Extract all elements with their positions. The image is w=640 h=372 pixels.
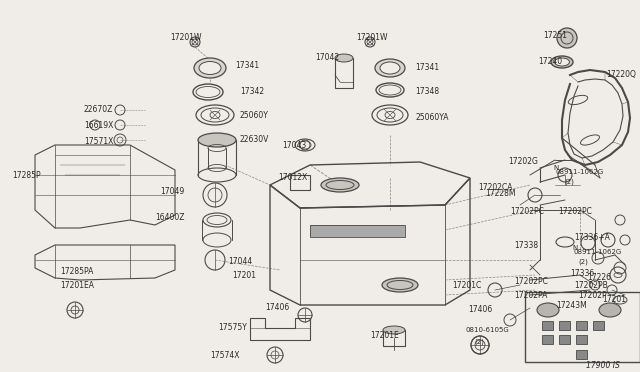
Text: (2): (2) [578,259,588,265]
Text: 17202CA: 17202CA [478,183,513,192]
Ellipse shape [321,178,359,192]
Text: 17202PC: 17202PC [558,208,592,217]
Text: 17201W: 17201W [170,33,202,42]
Text: 16619X: 16619X [84,122,113,131]
Text: 25060YA: 25060YA [415,113,449,122]
Text: 17571X: 17571X [84,138,113,147]
Text: 17201W: 17201W [356,33,387,42]
Text: 22630V: 22630V [240,135,269,144]
Ellipse shape [199,61,221,74]
Text: 17406: 17406 [265,304,289,312]
Bar [310,225,405,237]
Text: 17406: 17406 [468,305,492,314]
Text: 08911-1062G: 08911-1062G [574,249,622,255]
Bar [576,350,587,359]
Bar [542,335,553,344]
Text: 17012X: 17012X [278,173,307,183]
Text: (2): (2) [474,339,484,345]
Ellipse shape [599,303,621,317]
Text: 17341: 17341 [415,64,439,73]
Text: 17042: 17042 [315,54,339,62]
Ellipse shape [335,54,353,62]
Text: 17201EA: 17201EA [60,280,94,289]
Text: 17044: 17044 [228,257,252,266]
Bar [383,330,405,346]
Text: 17202PC: 17202PC [514,278,548,286]
Text: 17202PC: 17202PC [510,208,544,217]
Text: 17201: 17201 [602,295,626,305]
Bar [310,225,405,237]
Text: 17202PA: 17202PA [514,292,547,301]
Text: 17049: 17049 [160,187,184,196]
Ellipse shape [380,62,400,74]
Text: 08911-1062G: 08911-1062G [556,169,604,175]
Text: 17201C: 17201C [452,280,481,289]
Text: 16400Z: 16400Z [155,214,184,222]
Text: 17251: 17251 [543,31,567,39]
Ellipse shape [198,133,236,147]
Text: 17338: 17338 [514,241,538,250]
Bar [593,321,604,330]
Text: 17285PA: 17285PA [60,267,93,276]
Text: 17202P: 17202P [578,292,607,301]
Text: 17341: 17341 [235,61,259,70]
Text: 17240: 17240 [538,58,562,67]
Text: 17336: 17336 [570,269,595,278]
Text: N: N [572,245,577,251]
Ellipse shape [383,326,405,334]
Text: (2): (2) [564,179,574,185]
Text: 17348: 17348 [415,87,439,96]
Text: 17342: 17342 [240,87,264,96]
Ellipse shape [382,278,418,292]
Bar [290,175,310,190]
Circle shape [557,28,577,48]
Bar [576,321,587,330]
Bar [335,58,353,88]
Text: 17201E: 17201E [370,330,399,340]
Text: 17043: 17043 [282,141,307,150]
Text: 17574X: 17574X [210,350,239,359]
Ellipse shape [194,58,226,78]
Bar [576,335,587,344]
Bar [559,335,570,344]
Text: 17285P: 17285P [12,170,40,180]
Text: 17220Q: 17220Q [606,71,636,80]
Text: 17900 IS: 17900 IS [586,362,620,371]
Text: 25060Y: 25060Y [240,110,269,119]
Text: 0810-6105G: 0810-6105G [465,327,509,333]
Ellipse shape [551,56,573,68]
Text: 17575Y: 17575Y [218,324,247,333]
Text: 17201: 17201 [232,270,256,279]
Text: 17202G: 17202G [508,157,538,167]
Bar [525,292,640,362]
Text: 17202PB: 17202PB [574,282,608,291]
Ellipse shape [537,303,559,317]
Text: 17226: 17226 [587,273,611,282]
Text: 17336+A: 17336+A [574,234,610,243]
Ellipse shape [554,58,570,66]
Text: N: N [553,165,558,171]
Bar [559,321,570,330]
Text: 22670Z: 22670Z [84,106,113,115]
Text: 17243M: 17243M [556,301,587,311]
Ellipse shape [375,59,405,77]
Text: 17228M: 17228M [485,189,515,198]
Bar [542,321,553,330]
